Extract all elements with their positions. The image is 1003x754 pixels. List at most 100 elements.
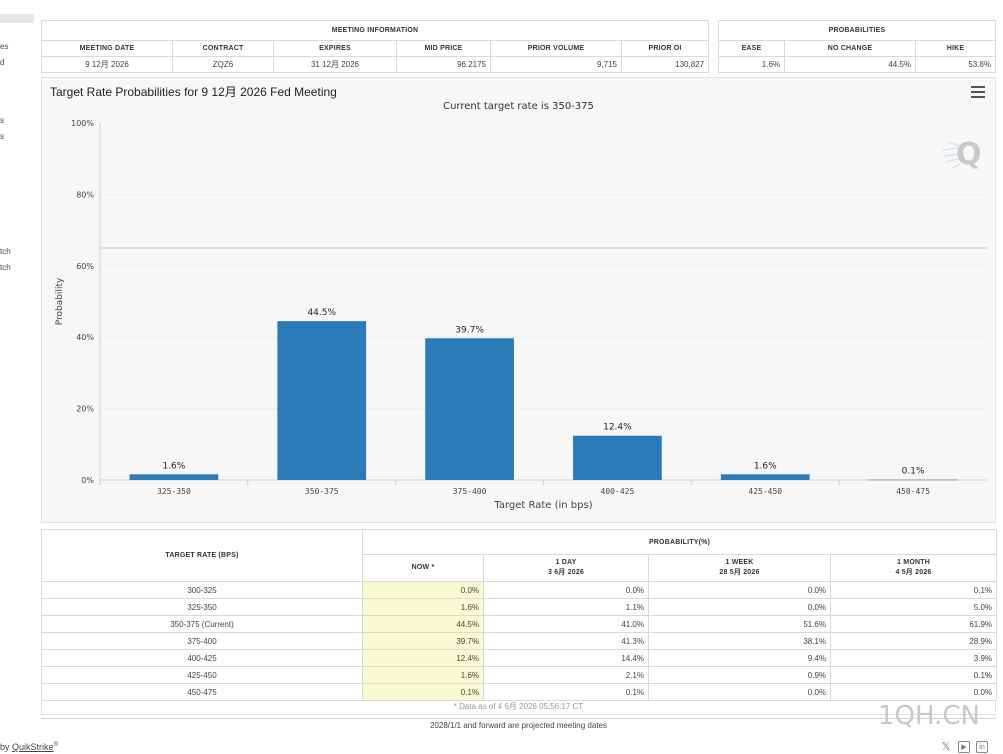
one-week-cell: 51.6%: [648, 615, 831, 633]
registered-mark: ®: [53, 742, 58, 748]
prior-oi-value: 130,827: [620, 56, 710, 73]
target-rate-cell: 450-475: [41, 683, 363, 701]
col-prior-volume: PRIOR VOLUME: [490, 40, 622, 57]
bar-data-label: 1.6%: [162, 461, 185, 471]
hike-value: 53.8%: [915, 56, 996, 73]
chart-title: Target Rate Probabilities for 9 12月 2026…: [50, 85, 337, 99]
one-day-cell: 1.1%: [483, 598, 649, 616]
chart-panel: 0% 20% 40% 60% 80% 100% 1.6% 325-350 44.5% 350-37…: [41, 77, 996, 523]
projected-dates-note: 2028/1/1 and forward are projected meeti…: [41, 718, 996, 730]
one-month-cell: 61.9%: [829, 615, 998, 633]
quikstrike-link[interactable]: QuikStrike: [12, 742, 54, 752]
sidebar-item-fragment[interactable]: tch: [0, 263, 11, 272]
col-meeting-date: MEETING DATE: [41, 40, 173, 57]
col-now: NOW *: [362, 554, 484, 582]
col-prior-oi: PRIOR OI: [620, 40, 710, 57]
linkedin-icon[interactable]: in: [976, 741, 988, 753]
one-day-cell: 2.1%: [483, 666, 649, 684]
col-1-day-date: 3 6月 2026: [547, 569, 585, 576]
target-rate-cell: 325-350: [41, 598, 363, 616]
one-month-cell: 3.9%: [829, 649, 998, 667]
target-rate-cell: 300-325: [41, 581, 363, 599]
x-tick-label: 450-475: [896, 487, 930, 496]
table-row: 450-475 0.1% 0.1% 0.0% 0.0%: [41, 683, 998, 701]
bar: [129, 474, 219, 480]
y-axis-title: Probability: [55, 277, 65, 325]
probability-group-header: PROBABILITY(%): [361, 529, 998, 555]
col-1-day: 1 DAY 3 6月 2026: [483, 554, 649, 582]
prior-volume-value: 9,715: [490, 56, 622, 73]
one-month-cell: 0.1%: [829, 666, 998, 684]
y-tick-label: 0%: [81, 476, 94, 485]
youtube-icon[interactable]: ▶: [958, 741, 970, 753]
bar-data-label: 1.6%: [754, 461, 777, 471]
contract-value: ZQZ6: [172, 56, 274, 73]
data-timestamp-footnote: * Data as of 4 6月 2026 05:56:17 CT: [41, 700, 996, 715]
col-target-rate: TARGET RATE (BPS): [41, 529, 363, 582]
sidebar-item-fragment[interactable]: tch: [0, 247, 11, 256]
y-tick-label: 80%: [76, 190, 94, 199]
one-day-cell: 0.0%: [483, 581, 649, 599]
svg-text:Q: Q: [956, 137, 982, 172]
one-day-cell: 14.4%: [483, 649, 649, 667]
one-week-cell: 0.0%: [648, 683, 831, 701]
left-sidebar: es d s s tch tch: [0, 0, 34, 330]
x-icon[interactable]: 𝕏: [941, 741, 951, 753]
x-tick-label: 400-425: [601, 487, 635, 496]
powered-prefix: by: [0, 742, 13, 752]
one-month-cell: 0.0%: [829, 683, 998, 701]
col-1-week-label: 1 WEEK: [725, 559, 754, 566]
one-day-cell: 0.1%: [483, 683, 649, 701]
sidebar-item-fragment[interactable]: es: [0, 42, 9, 51]
one-month-cell: 5.0%: [829, 598, 998, 616]
probabilities-title: PROBABILITIES: [718, 20, 996, 41]
x-tick-label: 425-450: [748, 487, 782, 496]
now-cell: 12.4%: [362, 649, 484, 667]
expires-value: 31 12月 2026: [273, 56, 397, 73]
one-month-cell: 0.1%: [829, 581, 998, 599]
one-week-cell: 0.0%: [648, 598, 831, 616]
hamburger-menu-icon[interactable]: [971, 86, 985, 98]
col-mid-price: MID PRICE: [396, 40, 491, 57]
now-cell: 0.1%: [362, 683, 484, 701]
table-row: 300-325 0.0% 0.0% 0.0% 0.1%: [41, 581, 998, 599]
table-row: 425-450 1.6% 2.1% 0.9% 0.1%: [41, 666, 998, 684]
table-row: 375-400 39.7% 41.3% 38.1% 28.9%: [41, 632, 998, 650]
col-1-month-date: 4 5月 2026: [895, 569, 932, 576]
y-tick-label: 100%: [71, 119, 94, 128]
now-cell: 1.6%: [362, 598, 484, 616]
target-rate-cell: 350-375 (Current): [41, 615, 363, 633]
col-no-change: NO CHANGE: [784, 40, 916, 57]
one-week-cell: 0.0%: [648, 581, 831, 599]
now-cell: 0.0%: [362, 581, 484, 599]
target-rate-cell: 400-425: [41, 649, 363, 667]
col-hike: HIKE: [915, 40, 996, 57]
col-1-day-label: 1 DAY: [555, 559, 577, 566]
one-month-cell: 28.9%: [829, 632, 998, 650]
bar-data-label: 0.1%: [902, 467, 925, 477]
probability-bar-chart: 0% 20% 40% 60% 80% 100% 1.6% 325-350 44.5% 350-37…: [55, 119, 987, 511]
sidebar-item-fragment[interactable]: d: [0, 58, 5, 67]
ease-value: 1.6%: [718, 56, 785, 73]
one-week-cell: 9.4%: [648, 649, 831, 667]
sidebar-item-fragment[interactable]: s: [0, 116, 4, 125]
sidebar-item-fragment[interactable]: s: [0, 132, 4, 141]
col-1-week-date: 28 5月 2026: [719, 569, 760, 576]
now-cell: 44.5%: [362, 615, 484, 633]
target-rate-probability-table: TARGET RATE (BPS) PROBABILITY(%) NOW * 1…: [41, 529, 998, 701]
probabilities-table: PROBABILITIES EASE NO CHANGE HIKE 1.6% 4…: [718, 20, 996, 73]
one-week-cell: 38.1%: [648, 632, 831, 650]
col-1-month-label: 1 MONTH: [897, 559, 930, 566]
bar-data-label: 39.7%: [455, 325, 484, 335]
x-tick-label: 375-400: [453, 487, 487, 496]
col-1-month: 1 MONTH 4 5月 2026: [829, 554, 998, 582]
meeting-info-title: MEETING INFORMATION: [40, 20, 710, 41]
y-tick-label: 20%: [76, 405, 94, 414]
quikstrike-logo-icon: Q: [941, 137, 982, 172]
col-ease: EASE: [718, 40, 785, 57]
col-now-label: NOW *: [411, 564, 435, 571]
table-row: 400-425 12.4% 14.4% 9.4% 3.9%: [41, 649, 998, 667]
powered-by: by QuikStrike®: [0, 742, 58, 752]
bar: [277, 321, 367, 480]
one-week-cell: 0.9%: [648, 666, 831, 684]
